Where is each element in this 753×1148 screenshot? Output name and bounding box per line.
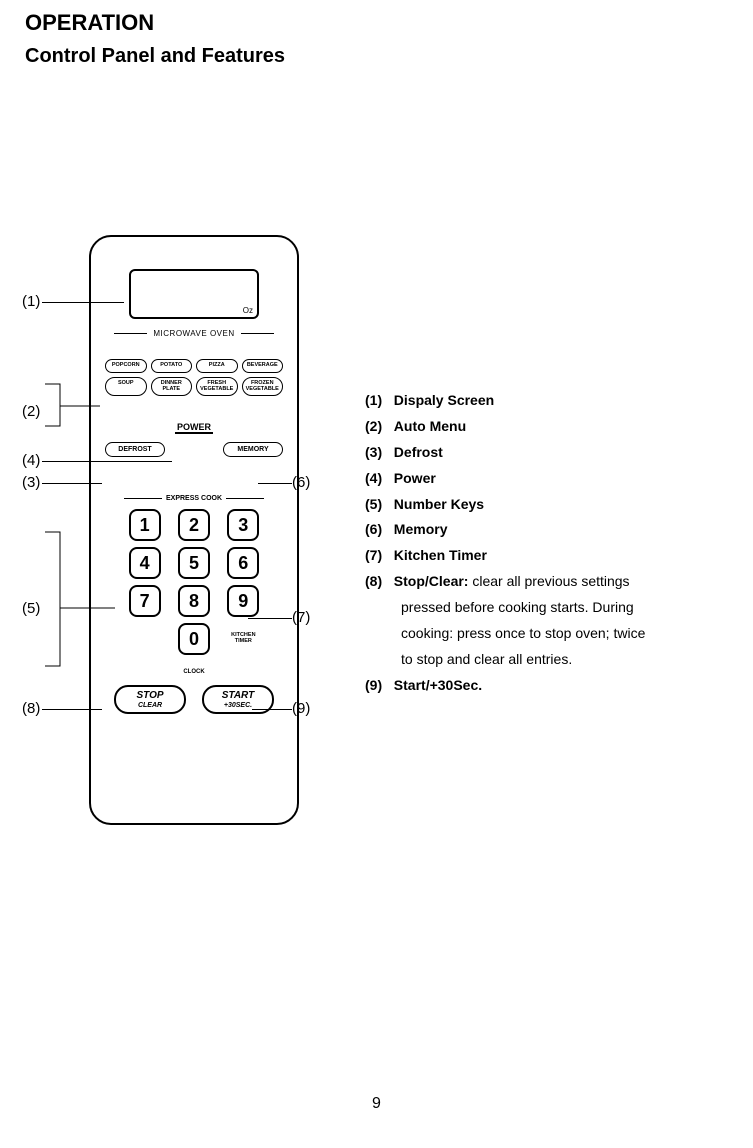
number-keypad: 1 2 3 4 5 6 7 8 9 0 KITCHENTIMER [124,509,264,655]
callout-2: (2) [22,403,40,420]
feature-list: (1) Dispaly Screen (2) Auto Menu (3) Def… [365,388,735,699]
memory-button: MEMORY [223,442,283,457]
feature-8-desc: cooking: press once to stop oven; twice [401,621,735,647]
feature-8: (8) Stop/Clear: clear all previous setti… [365,569,735,595]
callout-7: (7) [292,609,310,626]
section-subtitle: Control Panel and Features [25,45,285,68]
key-1: 1 [129,509,161,541]
menu-beverage: BEVERAGE [242,359,284,373]
key-0: 0 [178,623,210,655]
stop-clear-button: STOP CLEAR [114,685,186,714]
feature-8-desc: to stop and clear all entries. [401,647,735,673]
feature-3: (3) Defrost [365,440,735,466]
key-6: 6 [227,547,259,579]
menu-fresh-veg: FRESHVEGETABLE [196,377,238,397]
express-cook-label: EXPRESS COOK [124,495,264,502]
key-3: 3 [227,509,259,541]
defrost-memory-row: DEFROST MEMORY [105,442,283,457]
feature-6: (6) Memory [365,517,735,543]
kitchen-timer-label: KITCHENTIMER [231,633,255,645]
callout-5: (5) [22,600,40,617]
feature-4: (4) Power [365,466,735,492]
menu-soup: SOUP [105,377,147,397]
feature-1: (1) Dispaly Screen [365,388,735,414]
key-4: 4 [129,547,161,579]
key-9: 9 [227,585,259,617]
callout-8: (8) [22,700,40,717]
menu-dinner-plate: DINNERPLATE [151,377,193,397]
callout-3: (3) [22,474,40,491]
key-8: 8 [178,585,210,617]
defrost-button: DEFROST [105,442,165,457]
bracket-5 [42,524,117,674]
clock-label: CLOCK [183,669,204,675]
menu-popcorn: POPCORN [105,359,147,373]
feature-5: (5) Number Keys [365,492,735,518]
key-2: 2 [178,509,210,541]
panel-outline: Oz MICROWAVE OVEN POPCORN POTATO PIZZA B… [89,235,299,825]
oz-label: Oz [243,306,253,315]
microwave-oven-label: MICROWAVE OVEN [114,329,274,338]
feature-9: (9) Start/+30Sec. [365,673,735,699]
auto-menu-grid: POPCORN POTATO PIZZA BEVERAGE SOUP DINNE… [105,359,283,396]
callout-6: (6) [292,474,310,491]
key-7: 7 [129,585,161,617]
key-5: 5 [178,547,210,579]
power-label: POWER [175,422,213,434]
page-number: 9 [372,1095,381,1113]
feature-7: (7) Kitchen Timer [365,543,735,569]
menu-frozen-veg: FROZENVEGETABLE [242,377,284,397]
stop-start-row: STOP CLEAR START +30SEC. [114,685,274,714]
feature-2: (2) Auto Menu [365,414,735,440]
bracket-2 [42,376,102,434]
callout-9: (9) [292,700,310,717]
callout-4: (4) [22,452,40,469]
menu-potato: POTATO [151,359,193,373]
menu-pizza: PIZZA [196,359,238,373]
callout-1: (1) [22,293,40,310]
display-screen: Oz [129,269,259,319]
section-title: OPERATION [25,10,154,36]
feature-8-desc: pressed before cooking starts. During [401,595,735,621]
